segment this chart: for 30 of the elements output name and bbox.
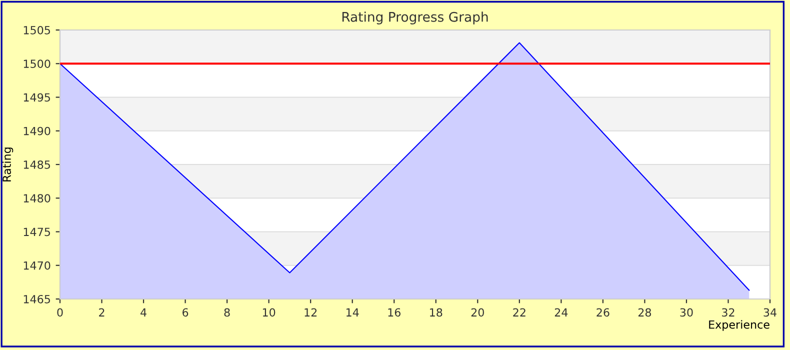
x-tick-label: 6 <box>182 308 188 317</box>
x-tick-label: 0 <box>57 308 63 317</box>
x-tick-label: 20 <box>471 308 484 317</box>
y-axis-title: Rating <box>2 148 14 182</box>
y-tick-label: 1500 <box>24 60 50 68</box>
x-tick-label: 32 <box>722 308 734 317</box>
x-tick-label: 10 <box>262 308 276 317</box>
x-tick-label: 22 <box>513 308 526 316</box>
x-tick-label: 28 <box>638 308 652 317</box>
x-tick-label: 16 <box>388 308 400 317</box>
y-tick-label: 1480 <box>24 194 50 203</box>
x-tick-label: 2 <box>99 308 104 316</box>
x-tick-label: 4 <box>140 308 146 316</box>
y-tick-label: 1470 <box>24 261 50 270</box>
chart-title: Rating Progress Graph <box>342 12 488 24</box>
x-axis-title: Experience <box>709 320 770 331</box>
x-tick-label: 30 <box>680 308 693 317</box>
y-tick-label: 1505 <box>24 26 50 34</box>
x-tick-label: 18 <box>430 308 442 317</box>
x-tick-label: 14 <box>346 308 359 316</box>
x-tick-label: 8 <box>224 308 230 317</box>
x-tick-label: 12 <box>304 308 317 316</box>
y-tick-label: 1490 <box>24 126 50 136</box>
x-tick-label: 34 <box>764 308 776 317</box>
y-tick-label: 1465 <box>24 294 50 304</box>
x-tick-label: 26 <box>596 308 610 317</box>
x-tick-label: 24 <box>554 308 568 316</box>
y-tick-label: 1495 <box>24 93 50 102</box>
y-tick-label: 1485 <box>24 160 50 169</box>
y-tick-label: 1475 <box>24 228 50 236</box>
